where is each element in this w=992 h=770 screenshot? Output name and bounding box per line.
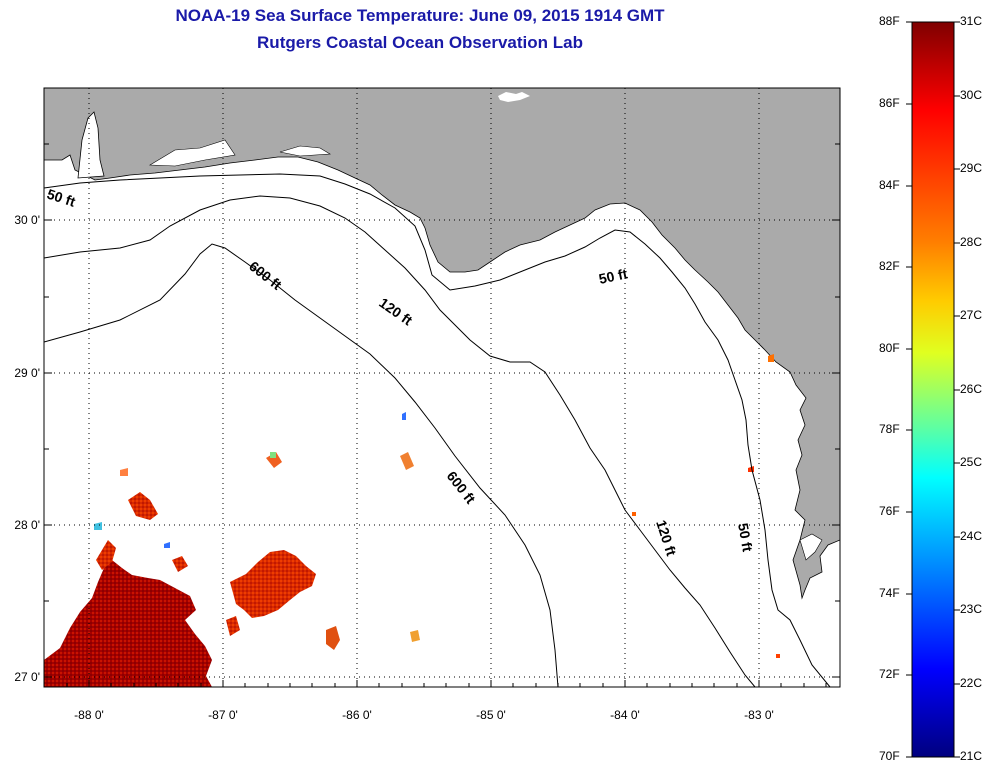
lake — [498, 92, 530, 102]
lon-label: -83 0' — [744, 708, 774, 722]
colorbar-c-label: 21C — [960, 749, 983, 763]
lat-label: 27 0' — [14, 670, 40, 684]
colorbar-c-label: 26C — [960, 382, 983, 396]
colorbar-c-label: 31C — [960, 14, 983, 28]
colorbar-f-label: 80F — [879, 341, 900, 355]
colorbar-c-label: 27C — [960, 308, 983, 322]
colorbar-c-label: 30C — [960, 88, 983, 102]
lat-label: 28 0' — [14, 518, 40, 532]
tick-marks — [44, 143, 840, 687]
contour-label-50ft: 50 ft — [735, 522, 756, 553]
tampa-bay — [799, 533, 823, 561]
lat-label: 29 0' — [14, 366, 40, 380]
depth-contours — [44, 173, 831, 687]
sst-data — [44, 354, 780, 687]
land-area — [44, 88, 840, 600]
lat-label: 30 0' — [14, 213, 40, 227]
colorbar-c-label: 25C — [960, 455, 983, 469]
colorbar-c-label: 28C — [960, 235, 983, 249]
colorbar-f-label: 70F — [879, 749, 900, 763]
lon-label: -88 0' — [74, 708, 104, 722]
lon-label: -85 0' — [476, 708, 506, 722]
colorbar — [911, 21, 955, 758]
colorbar-c-label: 29C — [960, 161, 983, 175]
lon-label: -84 0' — [610, 708, 640, 722]
map-subtitle: Rutgers Coastal Ocean Observation Lab — [257, 33, 583, 52]
bay-area — [148, 139, 236, 167]
map-title: NOAA-19 Sea Surface Temperature: June 09… — [175, 6, 665, 25]
colorbar-f-label: 78F — [879, 422, 900, 436]
colorbar-c-label: 22C — [960, 676, 983, 690]
map-frame — [43, 87, 841, 688]
contour-label-50ft: 50 ft — [597, 265, 629, 287]
colorbar-f-label: 82F — [879, 259, 900, 273]
bay-area — [279, 145, 331, 157]
lon-label: -87 0' — [208, 708, 238, 722]
colorbar-f-label: 74F — [879, 586, 900, 600]
colorbar-f-label: 88F — [879, 14, 900, 28]
colorbar-f-label: 84F — [879, 178, 900, 192]
colorbar-f-label: 76F — [879, 504, 900, 518]
colorbar-c-label: 24C — [960, 529, 983, 543]
colorbar-ticks — [906, 21, 960, 758]
mobile-bay — [77, 111, 105, 179]
lon-label: -86 0' — [342, 708, 372, 722]
colorbar-f-label: 86F — [879, 96, 900, 110]
colorbar-f-label: 72F — [879, 667, 900, 681]
colorbar-c-label: 23C — [960, 602, 983, 616]
